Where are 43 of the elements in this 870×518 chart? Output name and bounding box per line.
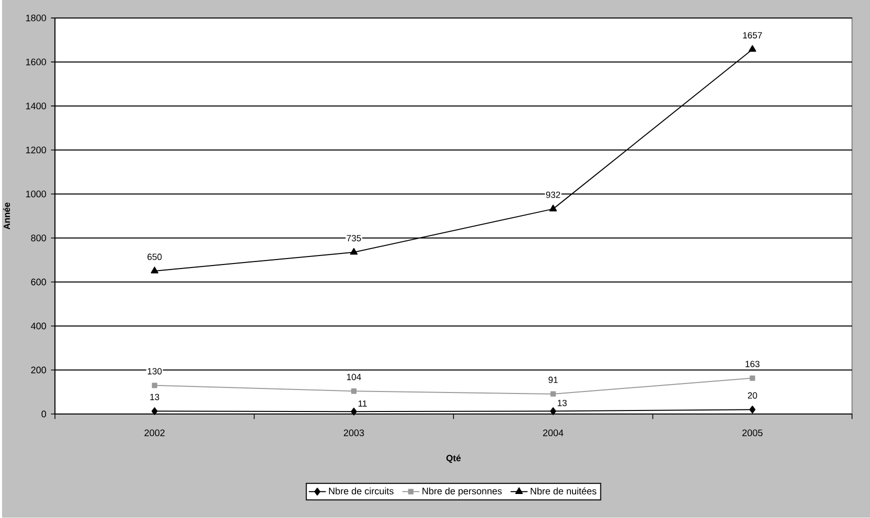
- point: [748, 45, 756, 52]
- y-tick-label: 1800: [26, 14, 46, 22]
- data-label: 130: [148, 368, 162, 375]
- point: [749, 406, 756, 414]
- x-tick-label: 2004: [543, 430, 564, 436]
- y-tick-label: 1600: [26, 58, 46, 66]
- data-label: 11: [358, 400, 367, 407]
- point: [550, 407, 556, 416]
- y-tick-label: 600: [31, 278, 46, 286]
- point: [750, 376, 756, 381]
- x-tick-label: 2003: [344, 430, 364, 436]
- data-label: 163: [746, 360, 760, 368]
- x-tick-label: 2002: [144, 430, 165, 436]
- point: [150, 266, 158, 274]
- y-tick-label: 0: [42, 410, 46, 418]
- y-tick-label: 1200: [26, 146, 46, 154]
- data-label: 104: [347, 374, 362, 380]
- y-axis-title: Année: [3, 202, 10, 230]
- data-label: 932: [546, 192, 560, 198]
- legend-label: Nbre de nuitées: [530, 488, 596, 495]
- x-tick-label: 2005: [742, 430, 763, 436]
- point: [351, 388, 357, 394]
- data-label: 91: [548, 376, 558, 384]
- point: [350, 408, 357, 416]
- point: [549, 204, 557, 212]
- point: [550, 391, 556, 397]
- data-label: 1657: [743, 32, 762, 39]
- y-tick-label: 800: [31, 234, 46, 242]
- y-tick-label: 1000: [26, 190, 46, 198]
- point: [350, 248, 358, 255]
- legend-label: Nbre de personnes: [422, 488, 502, 496]
- data-label: 735: [346, 235, 361, 242]
- legend-label: Nbre de circuits: [329, 488, 394, 495]
- data-label: 650: [148, 254, 162, 260]
- y-tick-label: 1400: [26, 102, 46, 110]
- data-label: 13: [150, 394, 160, 400]
- y-tick-label: 400: [30, 322, 46, 330]
- data-label: 13: [558, 400, 567, 406]
- point: [152, 382, 158, 388]
- data-label: 20: [748, 392, 758, 399]
- x-axis-title: Qté: [446, 454, 461, 464]
- point: [152, 407, 158, 416]
- y-tick-label: 200: [31, 366, 46, 374]
